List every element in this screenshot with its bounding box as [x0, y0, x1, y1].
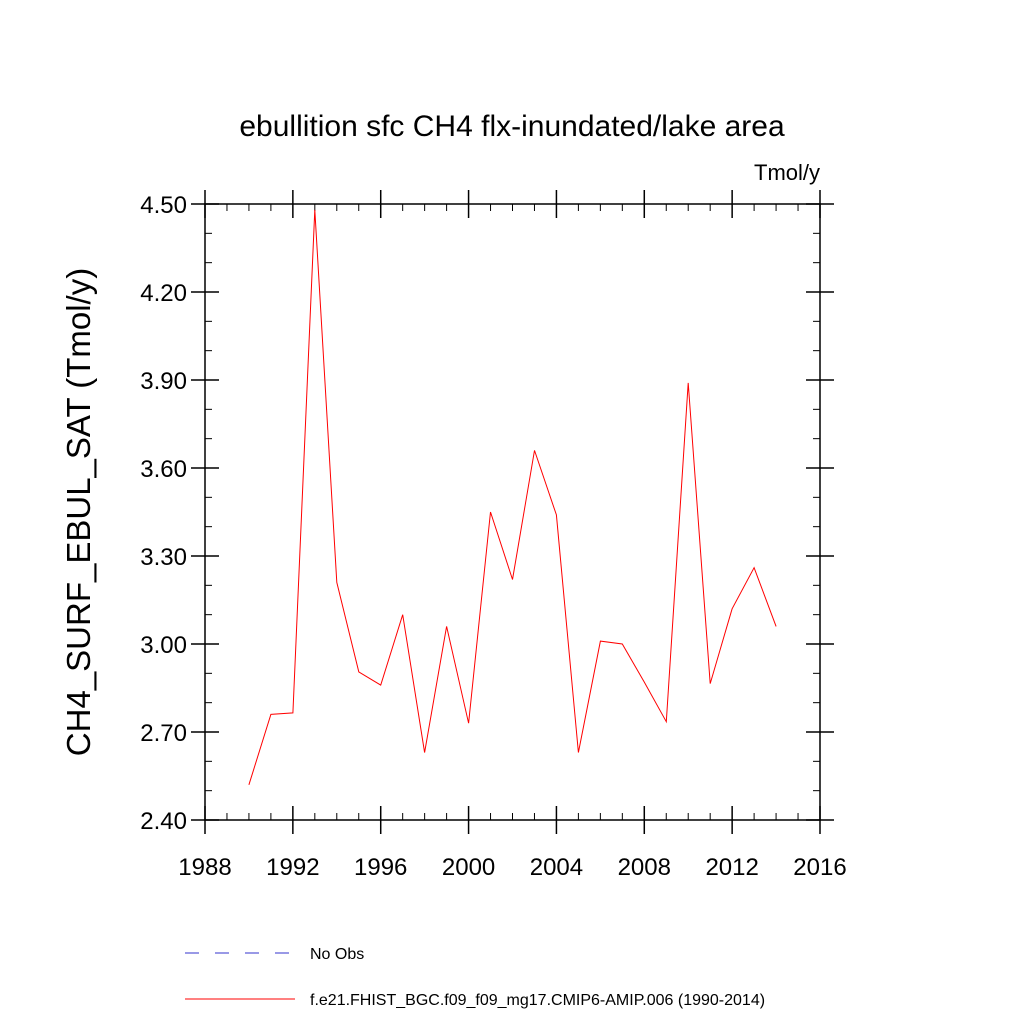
chart-title: ebullition sfc CH4 flx-inundated/lake ar… — [239, 110, 785, 143]
x-tick-label: 2012 — [705, 854, 758, 881]
y-tick-label: 3.30 — [140, 544, 187, 571]
legend-model-label: f.e21.FHIST_BGC.f09_f09_mg17.CMIP6-AMIP.… — [310, 992, 765, 1009]
units-label: Tmol/y — [754, 160, 820, 185]
y-tick-label: 2.70 — [140, 720, 187, 747]
x-tick-label: 1988 — [178, 854, 231, 881]
axes: 1988 1992 1996 2000 2004 2008 2012 2016 2.40 2.70… — [140, 190, 847, 881]
y-tick-label: 3.90 — [140, 368, 187, 395]
series-layer — [248, 209, 777, 785]
x-tick-label: 1996 — [354, 854, 407, 881]
x-tick-label: 1992 — [266, 854, 319, 881]
y-tick-label: 2.40 — [140, 808, 187, 835]
legend-no-obs-label: No Obs — [310, 946, 364, 963]
y-tick-label: 4.50 — [140, 192, 187, 219]
x-tick-label: 2008 — [618, 854, 671, 881]
x-tick-label: 2004 — [530, 854, 583, 881]
x-tick-label: 2016 — [793, 854, 846, 881]
x-tick-label: 2000 — [442, 854, 495, 881]
plot-frame — [204, 203, 821, 821]
legend: No Obs f.e21.FHIST_BGC.f09_f09_mg17.CMIP… — [185, 946, 765, 1009]
y-axis-label: CH4_SURF_EBUL_SAT (Tmol/y) — [60, 268, 97, 756]
y-tick-label: 4.20 — [140, 280, 187, 307]
y-tick-label: 3.60 — [140, 456, 187, 483]
y-tick-label: 3.00 — [140, 632, 187, 659]
series-line — [248, 209, 777, 785]
